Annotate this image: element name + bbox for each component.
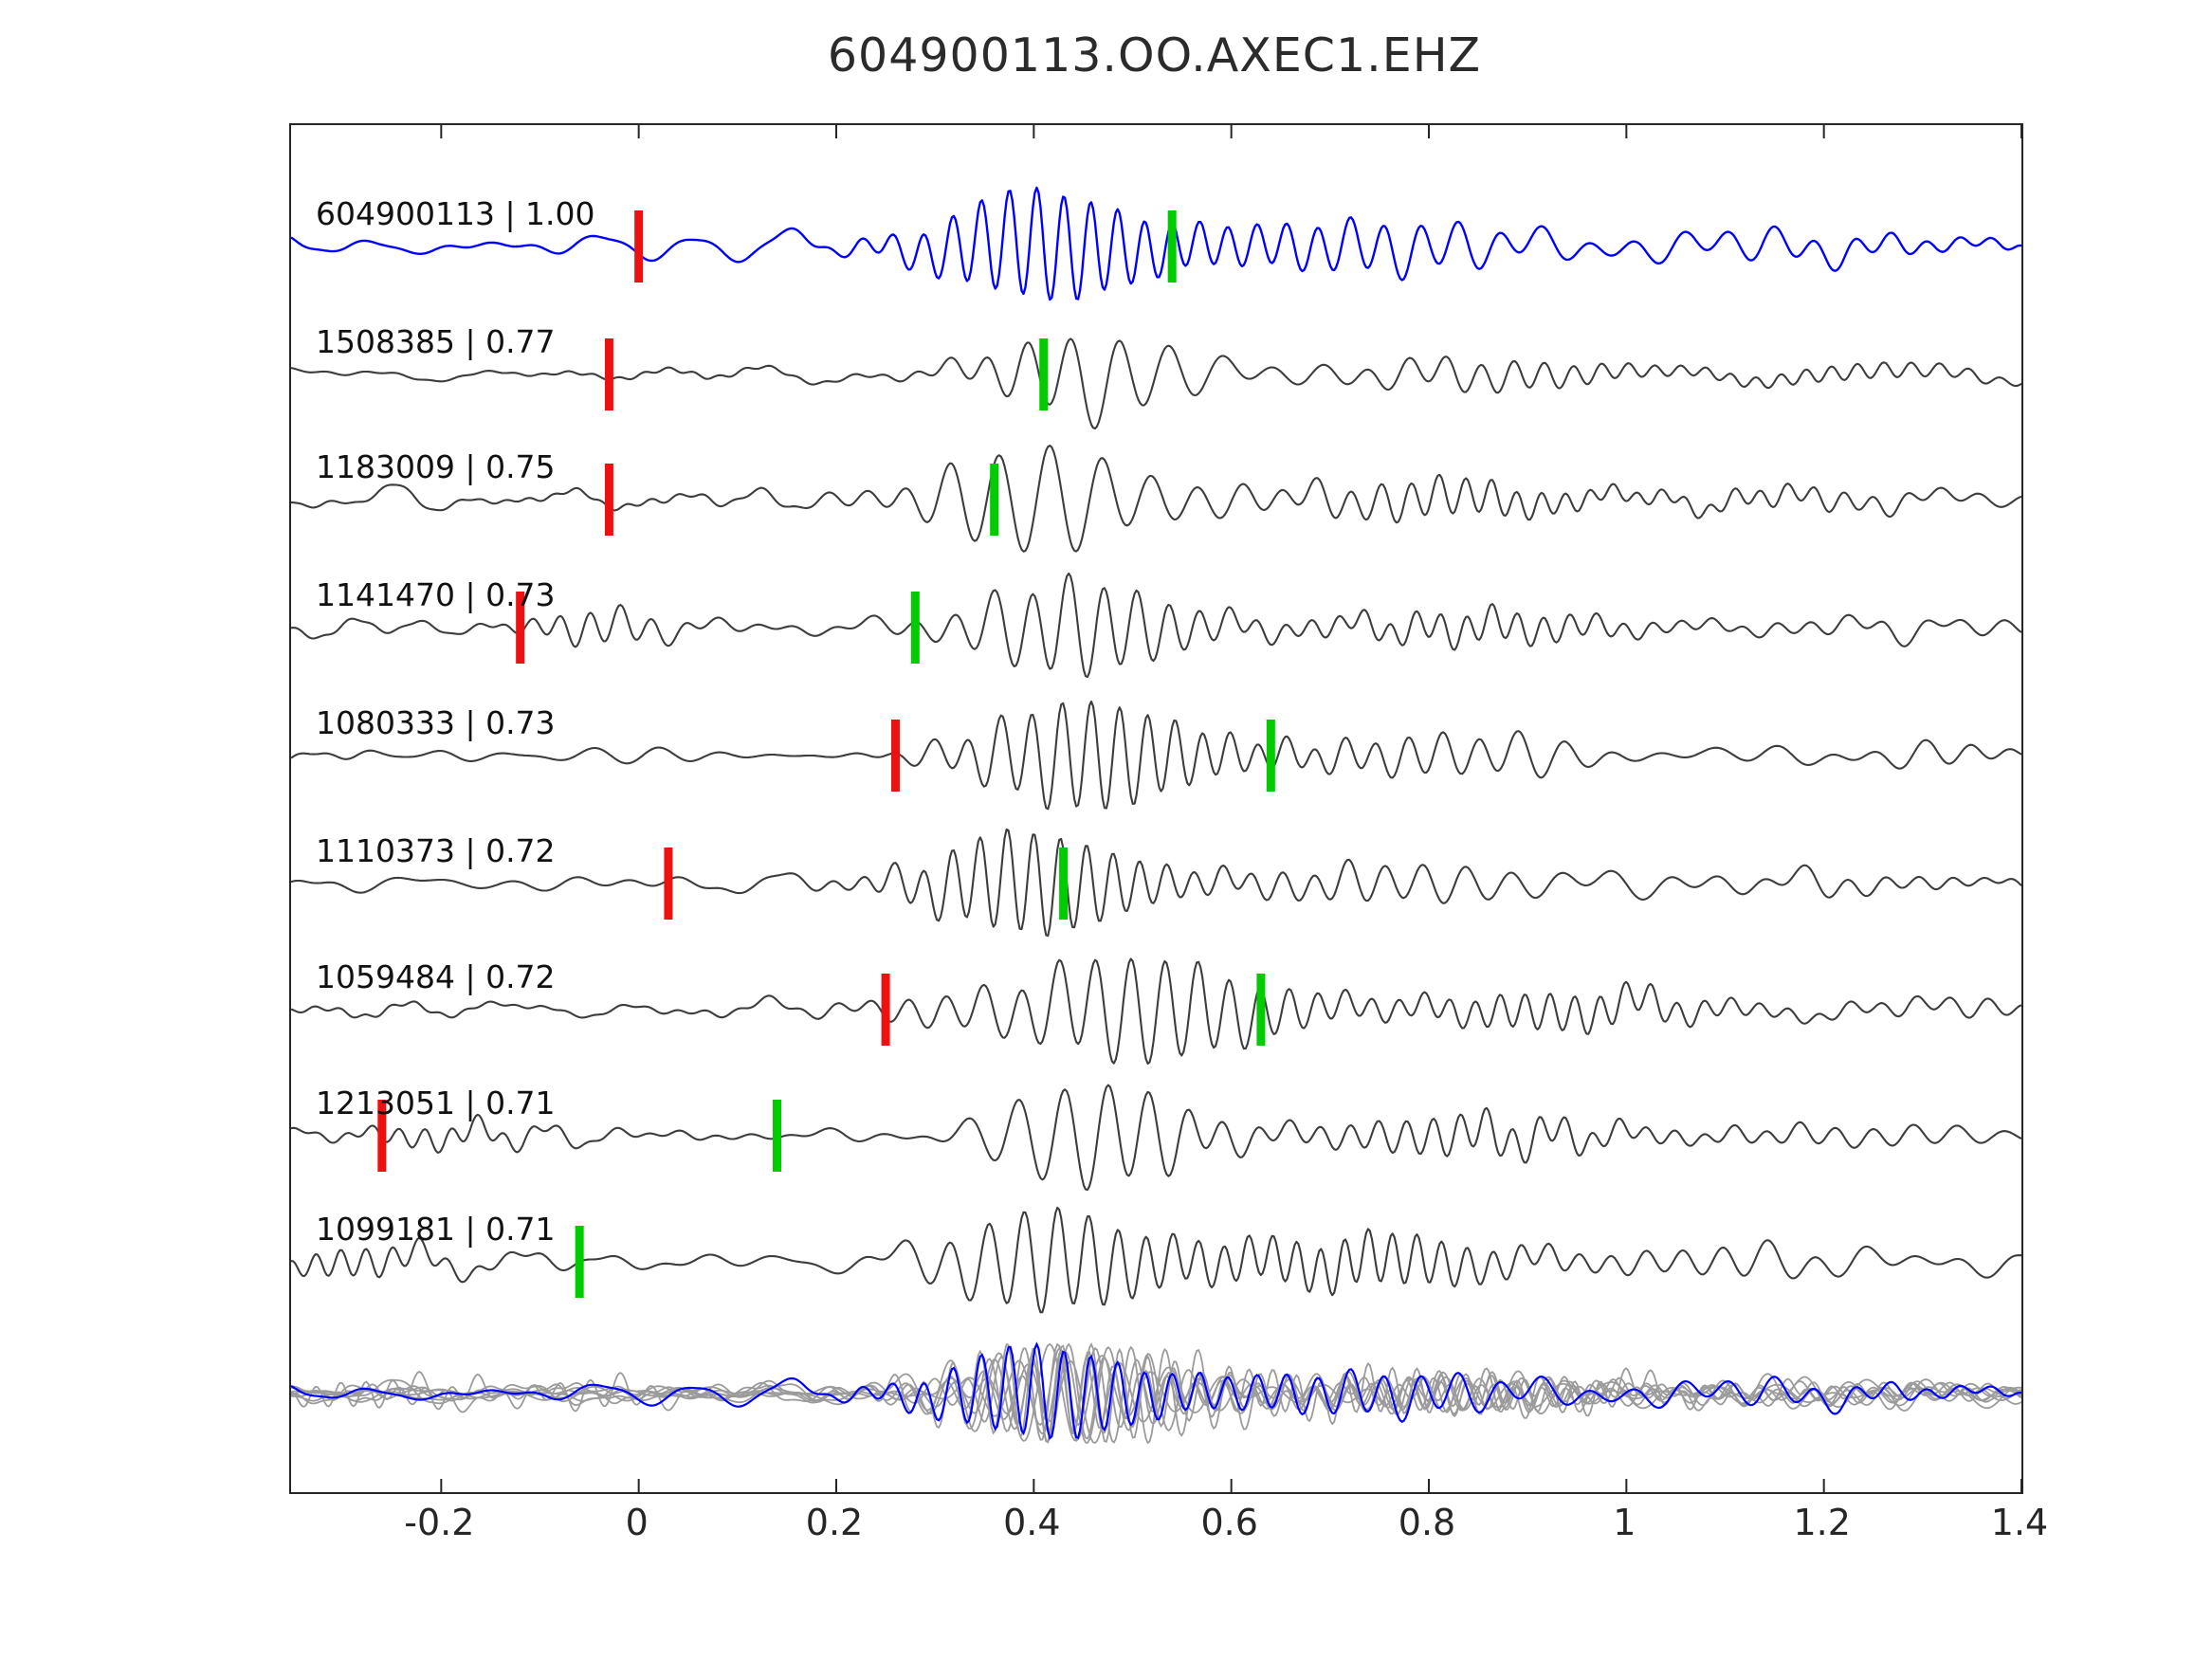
pick-marker-green: [1256, 974, 1266, 1046]
trace-label: 1080333 | 0.73: [316, 704, 556, 741]
detection-waveform: [291, 957, 2021, 1066]
pick-marker-green: [575, 1226, 584, 1298]
overlay-gray-waveform: [291, 1342, 2021, 1441]
detection-waveform: [291, 700, 2021, 811]
trace-label: 1183009 | 0.75: [316, 448, 556, 485]
traces-group: [291, 186, 2021, 1445]
trace-label: 1099181 | 0.71: [316, 1211, 556, 1248]
detection-waveform: [291, 337, 2021, 430]
plot-area: [289, 123, 2023, 1494]
pick-marker-red: [516, 592, 525, 664]
pick-marker-red: [377, 1100, 387, 1172]
pick-marker-green: [1039, 338, 1049, 410]
detection-waveform: [291, 1084, 2021, 1192]
pick-marker-red: [881, 974, 890, 1046]
seismogram-plot: [291, 125, 2021, 1492]
overlay-gray-waveform: [291, 1345, 2021, 1445]
trace-label: 1059484 | 0.72: [316, 958, 556, 995]
pick-marker-red: [604, 464, 613, 536]
pick-marker-red: [891, 720, 900, 792]
pick-marker-red: [634, 210, 644, 283]
overlay-template-waveform: [291, 1341, 2021, 1441]
x-tick-label: 0.8: [1398, 1502, 1456, 1543]
x-tick-label: 0: [625, 1502, 649, 1543]
trace-label: 1508385 | 0.77: [316, 323, 556, 360]
pick-marker-red: [604, 338, 613, 410]
pick-marker-green: [773, 1100, 781, 1172]
pick-marker-green: [910, 592, 920, 664]
trace-label: 604900113 | 1.00: [316, 195, 595, 232]
detection-waveform: [291, 828, 2021, 938]
x-tick-label: 1: [1613, 1502, 1636, 1543]
x-tick-label: 0.2: [805, 1502, 864, 1543]
x-tick-label: 1.4: [1990, 1502, 2049, 1543]
trace-label: 1141470 | 0.73: [316, 576, 556, 613]
pick-marker-green: [1167, 210, 1177, 283]
x-tick-label: 1.2: [1793, 1502, 1851, 1543]
x-tick-label: -0.2: [404, 1502, 475, 1543]
chart-title: 604900113.OO.AXEC1.EHZ: [827, 28, 1482, 82]
trace-label: 1110373 | 0.72: [316, 832, 556, 869]
x-tick-label: 0.4: [1003, 1502, 1061, 1543]
detection-waveform: [291, 572, 2021, 679]
pick-marker-red: [664, 848, 673, 920]
x-tick-label: 0.6: [1200, 1502, 1258, 1543]
template-waveform: [291, 186, 2021, 301]
pick-marker-green: [1059, 848, 1069, 920]
pick-marker-green: [990, 464, 999, 536]
pick-marker-green: [1266, 720, 1275, 792]
detection-waveform: [291, 444, 2021, 553]
trace-label: 1213051 | 0.71: [316, 1085, 556, 1121]
